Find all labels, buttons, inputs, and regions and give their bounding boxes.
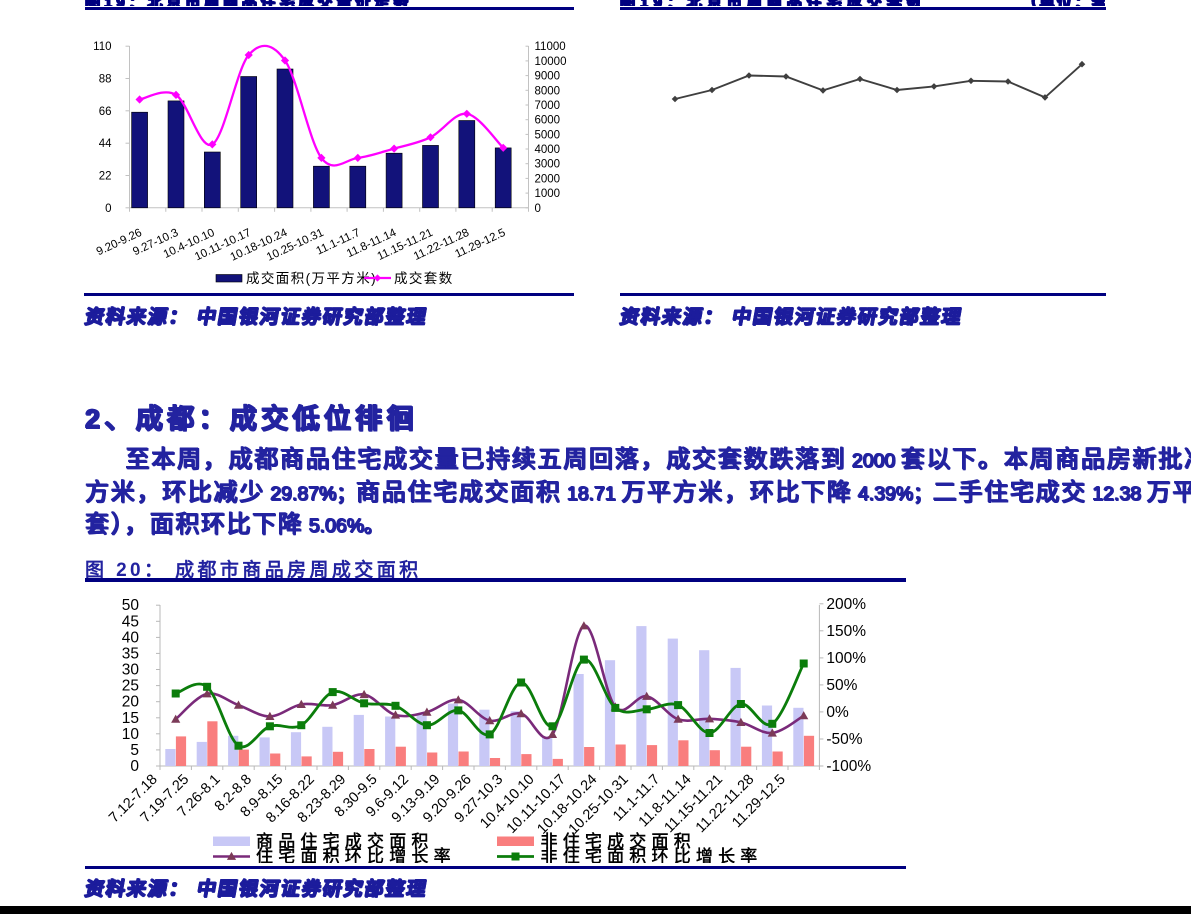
svg-text:-50%: -50%: [826, 731, 862, 748]
svg-text:4000: 4000: [535, 144, 561, 156]
svg-text:200%: 200%: [826, 595, 866, 612]
svg-text:1000: 1000: [535, 188, 561, 200]
svg-text:10000: 10000: [535, 56, 567, 68]
svg-text:10: 10: [122, 725, 140, 742]
svg-text:3000: 3000: [535, 159, 561, 171]
svg-text:2000: 2000: [535, 173, 561, 185]
svg-text:88: 88: [99, 74, 112, 86]
svg-text:0: 0: [535, 203, 541, 215]
svg-text:-100%: -100%: [826, 758, 871, 775]
svg-text:5000: 5000: [535, 129, 561, 141]
svg-text:非住宅成交面积: 非住宅成交面积: [541, 832, 696, 851]
svg-text:商品住宅成交面积: 商品住宅成交面积: [256, 832, 434, 851]
svg-text:9000: 9000: [535, 71, 561, 83]
svg-text:30: 30: [122, 661, 140, 678]
svg-text:22: 22: [99, 171, 112, 183]
svg-text:成交套数: 成交套数: [394, 270, 454, 286]
svg-text:住宅面积环比增长率: 住宅面积环比增长率: [256, 847, 456, 863]
svg-text:110: 110: [93, 41, 111, 53]
svg-text:8000: 8000: [535, 85, 561, 97]
svg-text:50: 50: [122, 597, 140, 614]
svg-text:20: 20: [122, 693, 140, 710]
svg-text:非住宅面积环比增长率: 非住宅面积环比增长率: [541, 847, 763, 863]
svg-text:40: 40: [122, 629, 140, 646]
svg-text:25: 25: [122, 677, 139, 694]
svg-text:7000: 7000: [535, 100, 561, 112]
svg-text:100%: 100%: [826, 649, 866, 666]
svg-text:11000: 11000: [535, 41, 566, 53]
svg-text:0%: 0%: [826, 703, 849, 720]
svg-text:成交面积(万平方米): 成交面积(万平方米): [246, 270, 377, 286]
svg-text:50%: 50%: [826, 676, 857, 693]
svg-text:45: 45: [122, 613, 139, 630]
svg-text:66: 66: [99, 106, 112, 118]
svg-text:0: 0: [105, 203, 111, 215]
svg-text:0: 0: [130, 758, 139, 775]
svg-text:35: 35: [122, 645, 139, 662]
svg-text:15: 15: [122, 709, 139, 726]
svg-text:5: 5: [130, 741, 139, 758]
svg-text:44: 44: [99, 138, 112, 150]
svg-text:150%: 150%: [826, 622, 866, 639]
svg-text:6000: 6000: [535, 115, 561, 127]
